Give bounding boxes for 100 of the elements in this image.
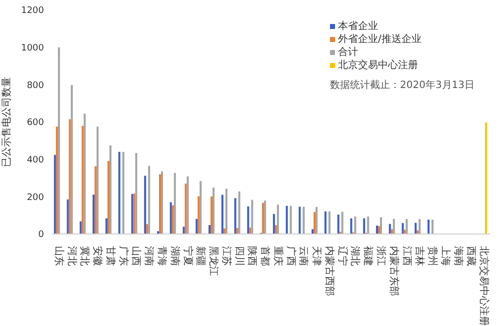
x-tick-label: 内蒙古东部 xyxy=(388,246,400,296)
x-tick-label: 湖北 xyxy=(349,246,362,266)
x-tick-label: 宁夏 xyxy=(182,246,194,266)
y-tick-label: 600 xyxy=(26,118,44,128)
x-tick-label: 河南 xyxy=(143,246,156,266)
bar xyxy=(170,202,172,234)
x-tick-label: 湖南 xyxy=(168,246,181,266)
bar xyxy=(54,154,56,234)
bar xyxy=(156,231,159,234)
bar xyxy=(274,225,277,234)
bar xyxy=(196,218,198,234)
bar xyxy=(350,218,352,234)
bar xyxy=(272,214,275,234)
bar xyxy=(84,114,86,234)
bar xyxy=(70,85,73,234)
bar xyxy=(392,218,395,234)
bar xyxy=(298,206,301,234)
bar xyxy=(160,171,163,234)
bar xyxy=(376,226,378,234)
bar xyxy=(174,172,176,234)
bar xyxy=(286,206,288,234)
bar xyxy=(56,126,58,234)
bar xyxy=(390,229,393,234)
bar xyxy=(432,220,434,234)
bar xyxy=(158,174,161,234)
x-tick-label: 吉林 xyxy=(414,246,426,266)
bar xyxy=(314,212,316,234)
x-tick-label: 广西 xyxy=(284,246,297,266)
bar xyxy=(172,205,174,234)
y-tick-label: 800 xyxy=(26,80,44,91)
bar xyxy=(200,180,202,234)
x-tick-label: 陕西 xyxy=(246,246,258,266)
bar xyxy=(118,152,120,234)
bar xyxy=(302,206,305,234)
y-tick-label: 400 xyxy=(26,156,44,166)
bar xyxy=(316,206,318,234)
x-tick-label: 辽宁 xyxy=(336,246,348,266)
x-tick-label: 云南 xyxy=(298,246,310,266)
bar xyxy=(341,212,344,234)
x-tick-label: 冀北 xyxy=(78,246,91,266)
bar xyxy=(402,222,404,234)
bar xyxy=(380,217,382,234)
bar xyxy=(251,200,254,234)
bar xyxy=(236,228,238,234)
x-tick-label: 北京交易中心注册 xyxy=(478,246,490,326)
bar xyxy=(276,204,279,234)
bar xyxy=(122,152,124,234)
y-tick-label: 0 xyxy=(38,230,44,240)
bar xyxy=(290,206,292,234)
bar xyxy=(234,198,236,234)
bar xyxy=(363,218,366,234)
x-tick-label: 黑龙江 xyxy=(208,246,220,276)
bar xyxy=(146,224,148,234)
x-tick-label: 浙江 xyxy=(375,246,387,266)
bar xyxy=(418,219,421,234)
x-tick-label: 首都 xyxy=(259,246,272,266)
bar xyxy=(221,194,224,234)
bar xyxy=(80,221,82,234)
x-tick-label: 河北 xyxy=(66,246,78,266)
bar xyxy=(135,152,138,234)
bar xyxy=(406,219,408,234)
y-tick-label: 1000 xyxy=(21,44,44,54)
y-axis-title: 已公示售电公司数量 xyxy=(0,77,13,167)
bar xyxy=(485,122,488,234)
bar xyxy=(186,176,189,234)
y-tick-label: 200 xyxy=(26,192,44,203)
x-tick-label: 上海 xyxy=(439,246,452,266)
bar xyxy=(312,229,314,234)
x-tick-label: 新疆 xyxy=(194,246,207,266)
bar xyxy=(94,166,97,234)
x-tick-label: 江西 xyxy=(400,246,413,266)
bar xyxy=(367,216,370,234)
bar xyxy=(105,218,108,234)
bar xyxy=(208,225,211,234)
bar xyxy=(328,211,330,234)
bar xyxy=(404,230,406,234)
annotation: 数据统计截止：2020年3月13日 xyxy=(330,78,475,92)
x-tick-label: 天津 xyxy=(310,246,323,266)
bar xyxy=(198,196,200,234)
bar xyxy=(428,220,430,234)
bar xyxy=(225,188,228,234)
x-tick-label: 安徽 xyxy=(92,246,104,266)
y-tick-label: 1200 xyxy=(21,6,44,16)
bar xyxy=(212,188,215,234)
legend-label: 合计 xyxy=(338,46,358,59)
x-tick-label: 西藏 xyxy=(465,246,478,266)
x-tick-label: 青海 xyxy=(156,246,168,266)
x-tick-label: 福建 xyxy=(362,246,374,266)
bar xyxy=(92,194,95,234)
x-tick-label: 重庆 xyxy=(272,246,284,266)
bar xyxy=(247,206,250,234)
x-tick-label: 山西 xyxy=(130,246,142,266)
bar xyxy=(414,222,417,234)
bar xyxy=(184,184,187,234)
x-tick-label: 四川 xyxy=(233,246,246,266)
bar xyxy=(107,161,110,234)
bar xyxy=(182,226,185,234)
bar xyxy=(337,214,340,234)
bar xyxy=(58,47,60,234)
bar xyxy=(210,196,213,234)
